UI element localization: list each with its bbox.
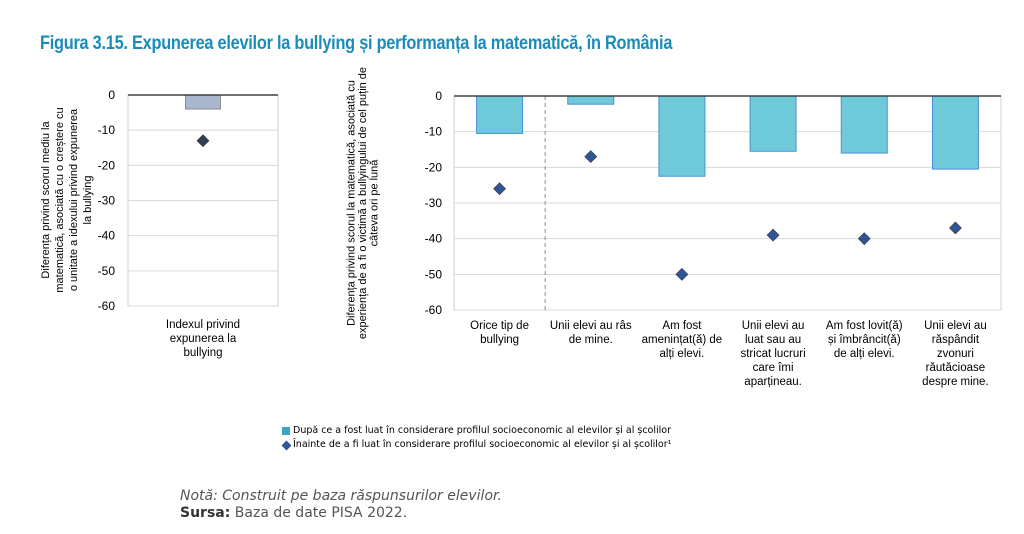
category-label: Am fost lovit(ă)	[826, 320, 903, 332]
y-axis-label: Diferența privind scorul mediu la matemat…	[40, 107, 94, 292]
bar	[567, 95, 615, 105]
diamond-marker	[948, 221, 962, 235]
diamond-marker	[584, 150, 598, 164]
source-label: Sursa:	[180, 505, 231, 521]
y-tick-label: 0	[435, 89, 442, 103]
bar	[658, 95, 706, 177]
category-label: alți elevi.	[660, 348, 705, 360]
category-label: Indexul privind	[166, 319, 240, 331]
y-tick-label: -10	[98, 123, 116, 137]
y-tick-label: -20	[425, 160, 443, 174]
figure-title: Figura 3.15. Expunerea elevilor la bully…	[40, 33, 673, 54]
category-label: despre mine.	[922, 376, 988, 388]
category-label: care îmi	[753, 362, 794, 374]
category-label: aparțineau.	[744, 376, 802, 388]
y-tick-label: 0	[108, 88, 115, 102]
legend-square-marker	[282, 427, 290, 435]
y-tick-label: -60	[425, 303, 443, 317]
category-label: răutăcioase	[926, 362, 985, 374]
y-tick-label: -40	[98, 229, 116, 243]
legend-item-before: Înainte de a fi luat în considerare prof…	[281, 438, 672, 452]
category-label: bullying	[480, 334, 519, 346]
y-tick-label: -30	[98, 194, 116, 208]
left-chart: 0 -10 -20 -30 -40 -50 -60 Indexul privind expune…	[40, 88, 279, 359]
diamond-marker	[857, 232, 871, 246]
category-label: Unii elevi au	[742, 320, 805, 332]
bar	[476, 95, 524, 134]
note-block: Notă: Construit pe baza răspunsurilor el…	[180, 488, 502, 522]
legend-item-after: După ce a fost luat în considerare profi…	[282, 424, 671, 438]
category-label: expunerea la	[170, 333, 237, 345]
diamond-marker	[196, 134, 210, 148]
category-label: Am fost	[662, 320, 702, 332]
y-tick-label: -50	[425, 267, 443, 281]
y-tick-label: -10	[425, 125, 443, 139]
category-label: Unii elevi au	[924, 320, 987, 332]
diamond-marker	[493, 182, 507, 196]
diamond-marker	[675, 267, 689, 281]
bar	[749, 95, 797, 152]
y-axis-label: Diferența privind scorul la matematică, …	[346, 67, 381, 339]
y-tick-label: -60	[98, 299, 116, 313]
category-label: Unii elevi au râs	[550, 320, 632, 332]
legend-label-before: Înainte de a fi luat în considerare prof…	[293, 439, 672, 450]
y-axis-label-line: la bullying	[82, 176, 94, 225]
category-label: bullying	[184, 347, 223, 359]
category-label: Orice tip de	[470, 320, 529, 332]
bar	[840, 95, 888, 154]
y-tick-label: -50	[98, 264, 116, 278]
legend-diamond-marker	[281, 440, 292, 450]
diamond-marker	[766, 228, 780, 242]
y-axis-label-line: o unitate a idexului privind expunerea	[68, 108, 80, 291]
y-tick-label: -40	[425, 232, 443, 246]
legend: După ce a fost luat în considerare profi…	[281, 424, 672, 452]
y-tick-label: -20	[98, 158, 116, 172]
y-axis-label-line: câteva ori pe lună	[369, 159, 381, 247]
y-axis-label-line: matematică, asociată cu o creștere cu	[54, 107, 66, 292]
note-text: Construit pe baza răspunsurilor elevilor…	[217, 488, 502, 504]
category-label: de alți elevi.	[834, 348, 895, 360]
category-label: de mine.	[569, 334, 613, 346]
note-line: Notă: Construit pe baza răspunsurilor el…	[180, 488, 502, 505]
category-label: stricat lucruri	[740, 348, 805, 360]
category-label: și îmbrâncit(ă)	[828, 334, 901, 346]
bar	[931, 95, 979, 170]
y-axis-label-line: experiența de a fi o victimă a bullyingu…	[357, 67, 369, 339]
right-chart: 0 -10 -20 -30 -40 -50 -60 Orice tip de bullying U…	[346, 67, 1002, 388]
source-text: Baza de date PISA 2022.	[230, 505, 408, 521]
category-label: luat sau au	[745, 334, 801, 346]
source-line: Sursa: Baza de date PISA 2022.	[180, 505, 502, 522]
category-label: răspândit	[932, 334, 980, 346]
y-axis-label-line: Diferența privind scorul la matematică, …	[346, 80, 358, 326]
category-label: amenințat(ă) de	[642, 334, 723, 346]
legend-label-after: După ce a fost luat în considerare profi…	[293, 425, 671, 436]
note-label: Notă:	[180, 488, 218, 504]
y-tick-label: -30	[425, 196, 443, 210]
bar	[185, 94, 221, 110]
category-label: zvonuri	[937, 348, 974, 360]
y-axis-label-line: Diferența privind scorul mediu la	[40, 121, 52, 279]
